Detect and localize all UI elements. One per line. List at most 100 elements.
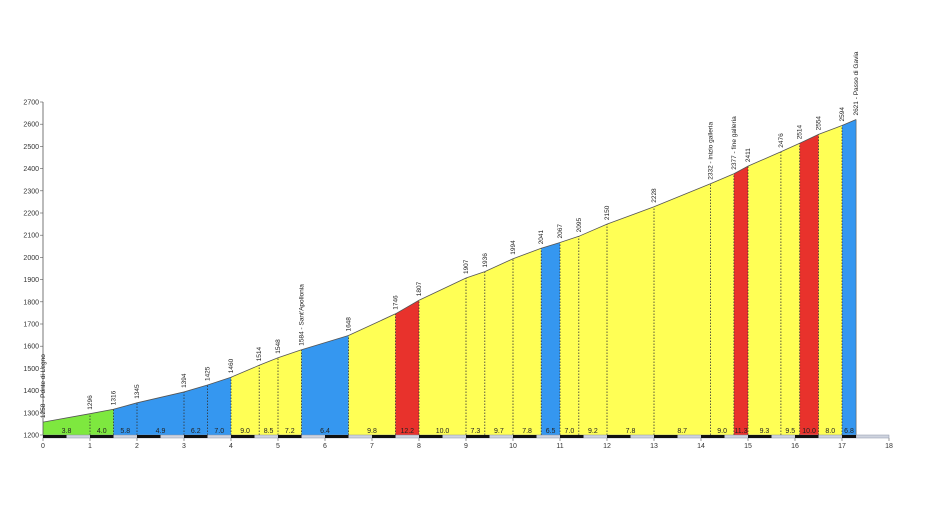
elevation-label: 1994 (510, 240, 517, 255)
segment-fill (710, 173, 734, 435)
km-bar-dark (43, 435, 67, 438)
segment-fill (513, 248, 542, 435)
x-tick-label: 7 (370, 443, 374, 450)
x-tick-label: 0 (41, 443, 45, 450)
km-bar-dark (90, 435, 114, 438)
gradient-label: 5.8 (120, 428, 130, 435)
segment-fill (90, 409, 114, 435)
km-bar-dark (795, 435, 819, 438)
y-tick-label: 2000 (23, 255, 39, 262)
x-tick-label: 4 (229, 443, 233, 450)
x-tick-label: 1 (88, 443, 92, 450)
gradient-label: 12.2 (400, 428, 414, 435)
elevation-label: 1316 (111, 390, 118, 405)
x-tick-label: 3 (182, 443, 186, 450)
elevation-label: 1746 (393, 295, 400, 310)
km-bar-dark (278, 435, 302, 438)
gradient-label: 10.0 (436, 428, 450, 435)
gradient-label: 7.8 (522, 428, 532, 435)
segment-fill (207, 377, 231, 435)
km-bar-dark (654, 435, 678, 438)
x-tick-label: 18 (885, 443, 893, 450)
elevation-label: 2377 - fine galleria (731, 116, 738, 170)
x-tick-label: 14 (697, 443, 705, 450)
elevation-label: 1936 (482, 253, 489, 268)
gradient-label: 7.3 (471, 428, 481, 435)
y-tick-label: 1900 (23, 277, 39, 284)
y-tick-label: 1400 (23, 388, 39, 395)
elevation-label: 1258 - Ponte di Legno (40, 354, 47, 418)
y-tick-label: 1800 (23, 299, 39, 306)
segment-fill (259, 357, 278, 435)
elevation-label: 2228 (651, 188, 658, 203)
segment-fill (780, 143, 800, 436)
x-tick-label: 16 (791, 443, 799, 450)
elevation-label: 1394 (181, 373, 188, 388)
elevation-label: 2041 (538, 229, 545, 244)
elevation-label: 1345 (134, 384, 141, 399)
gradient-label: 9.7 (494, 428, 504, 435)
gradient-label: 11.3 (734, 428, 747, 435)
x-tick-label: 5 (276, 443, 280, 450)
elevation-label: 1648 (346, 317, 353, 332)
y-tick-label: 2400 (23, 166, 39, 173)
y-tick-label: 1200 (23, 433, 39, 440)
x-tick-label: 6 (323, 443, 327, 450)
axes: 1200130014001500160017001800190020002100… (23, 100, 893, 451)
elevation-labels: 1258 - Ponte di Legno 1296 1316 1345 1394 142… (40, 51, 860, 418)
segment-fill (43, 413, 90, 435)
elevation-label: 2621 - Passo di Gavia (853, 51, 860, 115)
gradient-label: 9.5 (785, 428, 795, 435)
km-bar-dark (419, 435, 443, 438)
kilometer-bar (42, 434, 890, 439)
gradient-label: 7.2 (285, 428, 295, 435)
x-tick-label: 15 (744, 443, 752, 450)
y-tick-label: 2300 (23, 188, 39, 195)
segment-fill (113, 402, 137, 435)
gradient-label: 7.8 (626, 428, 636, 435)
km-bar-dark (466, 435, 490, 438)
km-bar-dark (231, 435, 255, 438)
segment-fill (301, 335, 349, 435)
segment-fill (466, 271, 485, 435)
elevation-label: 2067 (557, 224, 564, 239)
gradient-label: 4.9 (156, 428, 166, 435)
elevation-label: 2476 (778, 133, 785, 148)
gradient-label: 10.0 (802, 428, 816, 435)
y-tick-label: 2100 (23, 233, 39, 240)
y-tick-label: 2700 (23, 100, 39, 107)
gradient-label: 9.2 (588, 428, 598, 435)
km-bar-dark (748, 435, 772, 438)
gradient-label: 9.8 (367, 428, 377, 435)
x-tick-label: 8 (417, 443, 421, 450)
y-tick-label: 1500 (23, 366, 39, 373)
gradient-label: 7.0 (565, 428, 575, 435)
gradient-label: 7.0 (214, 428, 224, 435)
elevation-label: 1425 (205, 366, 212, 381)
elevation-label: 2594 (839, 107, 846, 122)
gradient-label: 9.0 (717, 428, 727, 435)
gradient-label: 6.5 (546, 428, 556, 435)
x-tick-label: 12 (603, 443, 611, 450)
profile-line (42, 119, 857, 423)
elevation-label: 2554 (816, 116, 823, 131)
segment-fills (43, 119, 857, 436)
km-bar-dark (137, 435, 161, 438)
segment-fill (842, 119, 857, 436)
gradient-label: 3.8 (62, 428, 72, 435)
km-bar-dark (325, 435, 349, 438)
segment-fill (395, 300, 419, 435)
y-tick-label: 1600 (23, 344, 39, 351)
elevation-label: 2514 (797, 124, 804, 139)
gradient-label: 9.3 (760, 428, 770, 435)
segment-fill (184, 385, 208, 435)
segment-fill (348, 313, 396, 435)
x-tick-label: 11 (556, 443, 563, 450)
elevation-label: 2095 (576, 217, 583, 232)
km-bar-dark (842, 435, 857, 438)
gradient-label: 8.5 (264, 428, 274, 435)
elevation-label: 2332 - inizio galleria (707, 121, 714, 179)
x-tick-label: 9 (464, 443, 468, 450)
segment-fill (484, 258, 513, 435)
